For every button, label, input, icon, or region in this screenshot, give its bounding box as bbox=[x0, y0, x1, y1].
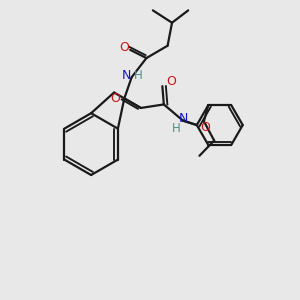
Text: O: O bbox=[166, 75, 176, 88]
Text: O: O bbox=[111, 92, 121, 106]
Text: O: O bbox=[200, 121, 210, 134]
Text: H: H bbox=[134, 69, 142, 82]
Text: O: O bbox=[119, 41, 129, 54]
Text: N: N bbox=[122, 69, 131, 82]
Text: H: H bbox=[172, 122, 181, 135]
Text: N: N bbox=[179, 112, 188, 125]
